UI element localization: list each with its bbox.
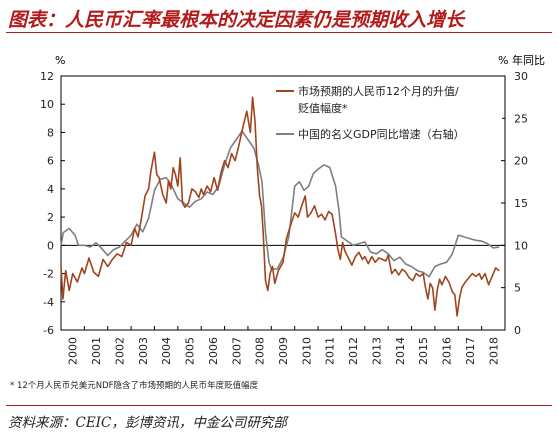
x-tick-label: 2001	[90, 337, 103, 365]
right-tick-label: 10	[514, 239, 528, 252]
x-tick-label: 2004	[160, 337, 173, 365]
x-axis: 2000 2001 2002 2003 2004 2005 2006 2007 2008 2009…	[60, 326, 500, 365]
right-tick-label: 15	[514, 197, 528, 210]
title-bar: 图表：人民币汇率最根本的决定因素仍是预期收入增长	[0, 0, 558, 36]
legend: 市场预期的人民币12个月的升值/贬值幅度* 中国的名义GDP同比增速（右轴）	[272, 82, 502, 158]
x-tick-label: 2010	[300, 337, 313, 365]
x-tick-label: 2008	[254, 337, 267, 365]
legend-background	[272, 82, 502, 158]
x-tick-label: 2017	[464, 337, 477, 365]
left-axis-unit: %	[55, 54, 65, 67]
title-divider	[6, 32, 552, 33]
right-tick-label: 25	[514, 112, 528, 125]
left-tick-label: 10	[40, 98, 54, 111]
right-tick-label: 20	[514, 155, 528, 168]
left-axis: -6 -4 -2 0 2 4 6 8 10 12	[40, 70, 505, 337]
series-line-rmb-expectation	[60, 96, 500, 317]
x-tick-label: 2003	[137, 337, 150, 365]
x-tick-label: 2006	[207, 337, 220, 365]
right-axis-unit: % 年同比	[498, 53, 545, 67]
left-tick-label: 12	[40, 70, 54, 83]
x-tick-label: 2015	[417, 337, 430, 365]
source-note: 资料来源：CEIC，彭博资讯，中金公司研究部	[8, 415, 287, 431]
right-tick-label: 5	[514, 282, 521, 295]
x-tick-label: 2005	[184, 337, 197, 365]
x-tick-label: 2018	[487, 337, 500, 365]
x-tick-label: 2016	[441, 337, 454, 365]
page-title: 图表：人民币汇率最根本的决定因素仍是预期收入增长	[8, 9, 465, 31]
left-tick-label: 6	[47, 155, 54, 168]
right-axis: 0 5 10 15 20 25 30	[501, 70, 528, 337]
right-tick-label: 0	[514, 324, 521, 337]
footnote: * 12个月人民币兑美元NDF隐含了市场预期的人民币年度贬值幅度	[10, 381, 259, 391]
right-tick-label: 30	[514, 70, 528, 83]
left-tick-label: 2	[47, 211, 54, 224]
x-tick-label: 2012	[347, 337, 360, 365]
left-tick-label: -2	[43, 268, 54, 281]
series-line-gdp	[60, 130, 500, 278]
legend-label: 中国的名义GDP同比增速（右轴）	[298, 127, 465, 141]
x-tick-label: 2007	[230, 337, 243, 365]
source-divider	[6, 405, 552, 406]
x-tick-label: 2014	[394, 337, 407, 365]
x-tick-label: 2000	[67, 337, 80, 365]
legend-label: 市场预期的人民币12个月的升值/贬值幅度*	[298, 84, 459, 115]
left-tick-label: -6	[43, 324, 54, 337]
series-layer	[60, 96, 500, 317]
left-tick-label: -4	[43, 296, 54, 309]
x-tick-label: 2002	[113, 337, 126, 365]
x-tick-label: 2009	[277, 337, 290, 365]
x-tick-label: 2011	[324, 337, 337, 365]
left-tick-label: 8	[47, 126, 54, 139]
left-tick-label: 4	[47, 183, 54, 196]
x-tick-label: 2013	[370, 337, 383, 365]
left-tick-label: 0	[47, 239, 54, 252]
